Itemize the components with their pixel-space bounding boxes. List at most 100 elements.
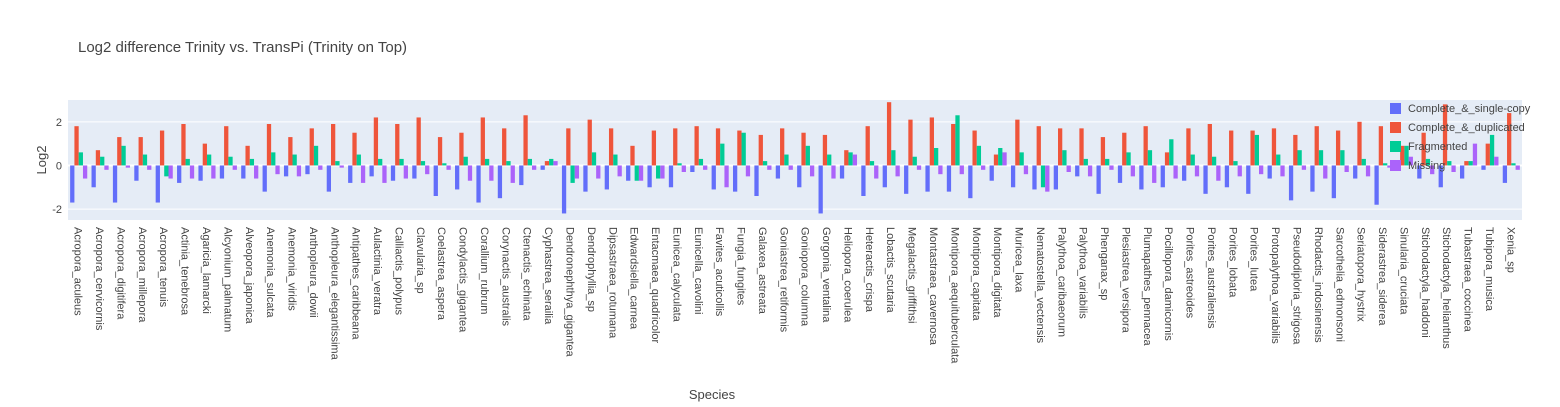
bar[interactable] bbox=[523, 115, 528, 166]
bar[interactable] bbox=[142, 154, 148, 166]
bar[interactable] bbox=[818, 165, 823, 214]
bar[interactable] bbox=[1015, 119, 1020, 166]
bar[interactable] bbox=[100, 156, 105, 166]
bar[interactable] bbox=[955, 115, 960, 166]
bar[interactable] bbox=[219, 165, 225, 179]
bar[interactable] bbox=[1267, 165, 1272, 179]
bar[interactable] bbox=[356, 154, 361, 166]
bar[interactable] bbox=[271, 152, 276, 166]
bar[interactable] bbox=[1507, 113, 1512, 166]
bar[interactable] bbox=[1468, 161, 1473, 166]
bar[interactable] bbox=[1237, 165, 1242, 177]
bar[interactable] bbox=[788, 165, 793, 170]
bar[interactable] bbox=[1271, 128, 1277, 166]
bar[interactable] bbox=[288, 137, 293, 166]
bar[interactable] bbox=[544, 161, 550, 166]
bar[interactable] bbox=[1224, 165, 1230, 188]
bar[interactable] bbox=[1331, 165, 1336, 199]
bar[interactable] bbox=[1096, 165, 1101, 194]
bar[interactable] bbox=[981, 165, 986, 170]
bar[interactable] bbox=[1207, 124, 1212, 166]
bar[interactable] bbox=[925, 165, 930, 192]
bar[interactable] bbox=[437, 137, 443, 166]
bar[interactable] bbox=[656, 165, 661, 179]
bar[interactable] bbox=[754, 165, 759, 196]
bar[interactable] bbox=[164, 165, 169, 177]
bar[interactable] bbox=[703, 165, 708, 170]
bar[interactable] bbox=[865, 126, 870, 166]
bar[interactable] bbox=[1233, 161, 1238, 166]
bar[interactable] bbox=[630, 145, 635, 166]
bar[interactable] bbox=[1254, 134, 1259, 166]
bar[interactable] bbox=[1481, 165, 1486, 170]
bar[interactable] bbox=[886, 102, 892, 166]
bar[interactable] bbox=[1117, 165, 1123, 183]
bar[interactable] bbox=[403, 165, 408, 179]
bar[interactable] bbox=[112, 165, 118, 203]
bar[interactable] bbox=[1378, 126, 1384, 166]
bar[interactable] bbox=[1361, 158, 1366, 166]
bar[interactable] bbox=[228, 156, 233, 166]
bar[interactable] bbox=[839, 165, 845, 179]
bar[interactable] bbox=[1425, 158, 1431, 166]
bar[interactable] bbox=[1229, 130, 1234, 166]
bar[interactable] bbox=[634, 165, 639, 181]
bar[interactable] bbox=[1430, 165, 1435, 175]
bar[interactable] bbox=[1335, 130, 1341, 166]
bar[interactable] bbox=[1288, 165, 1294, 201]
bar[interactable] bbox=[433, 165, 438, 196]
bar[interactable] bbox=[1408, 156, 1413, 166]
bar[interactable] bbox=[121, 145, 126, 166]
bar[interactable] bbox=[1314, 126, 1319, 166]
bar[interactable] bbox=[651, 130, 657, 166]
bar[interactable] bbox=[348, 165, 353, 183]
bar[interactable] bbox=[767, 165, 772, 170]
bar[interactable] bbox=[951, 124, 956, 166]
bar[interactable] bbox=[784, 154, 789, 166]
bar[interactable] bbox=[283, 165, 289, 177]
bar[interactable] bbox=[583, 165, 588, 192]
bar[interactable] bbox=[1164, 152, 1170, 166]
bar[interactable] bbox=[275, 165, 280, 175]
bar[interactable] bbox=[613, 154, 618, 166]
bar[interactable] bbox=[497, 165, 503, 199]
bar[interactable] bbox=[1182, 165, 1187, 181]
bar[interactable] bbox=[198, 165, 203, 181]
bar[interactable] bbox=[211, 165, 216, 179]
bar[interactable] bbox=[1100, 137, 1106, 166]
bar[interactable] bbox=[1211, 156, 1217, 166]
bar[interactable] bbox=[844, 150, 849, 166]
bar[interactable] bbox=[395, 124, 400, 166]
bar[interactable] bbox=[189, 165, 195, 179]
bar[interactable] bbox=[1143, 126, 1148, 166]
bar[interactable] bbox=[989, 165, 994, 181]
bar[interactable] bbox=[125, 165, 131, 168]
bar[interactable] bbox=[1002, 152, 1007, 166]
bar[interactable] bbox=[1194, 165, 1200, 177]
bar[interactable] bbox=[1323, 165, 1328, 179]
bar[interactable] bbox=[1040, 165, 1046, 188]
bar[interactable] bbox=[874, 165, 879, 179]
bar[interactable] bbox=[570, 165, 575, 183]
bar[interactable] bbox=[1301, 165, 1307, 170]
bar[interactable] bbox=[181, 124, 186, 166]
bar[interactable] bbox=[138, 137, 143, 166]
bar[interactable] bbox=[732, 165, 738, 192]
bar[interactable] bbox=[673, 128, 678, 166]
bar[interactable] bbox=[1447, 161, 1452, 166]
legend-label[interactable]: Complete_&_duplicated bbox=[1408, 122, 1525, 134]
bar[interactable] bbox=[1404, 145, 1409, 166]
bar[interactable] bbox=[1105, 158, 1110, 166]
bar[interactable] bbox=[1293, 134, 1298, 166]
bar[interactable] bbox=[1258, 165, 1264, 175]
bar[interactable] bbox=[681, 165, 686, 172]
bar[interactable] bbox=[1169, 139, 1174, 166]
bar[interactable] bbox=[976, 145, 982, 166]
bar[interactable] bbox=[745, 165, 751, 177]
bar[interactable] bbox=[390, 165, 396, 181]
bar[interactable] bbox=[399, 158, 404, 166]
bar[interactable] bbox=[369, 165, 374, 177]
bar[interactable] bbox=[698, 158, 704, 166]
bar[interactable] bbox=[254, 165, 259, 179]
bar[interactable] bbox=[720, 143, 725, 166]
